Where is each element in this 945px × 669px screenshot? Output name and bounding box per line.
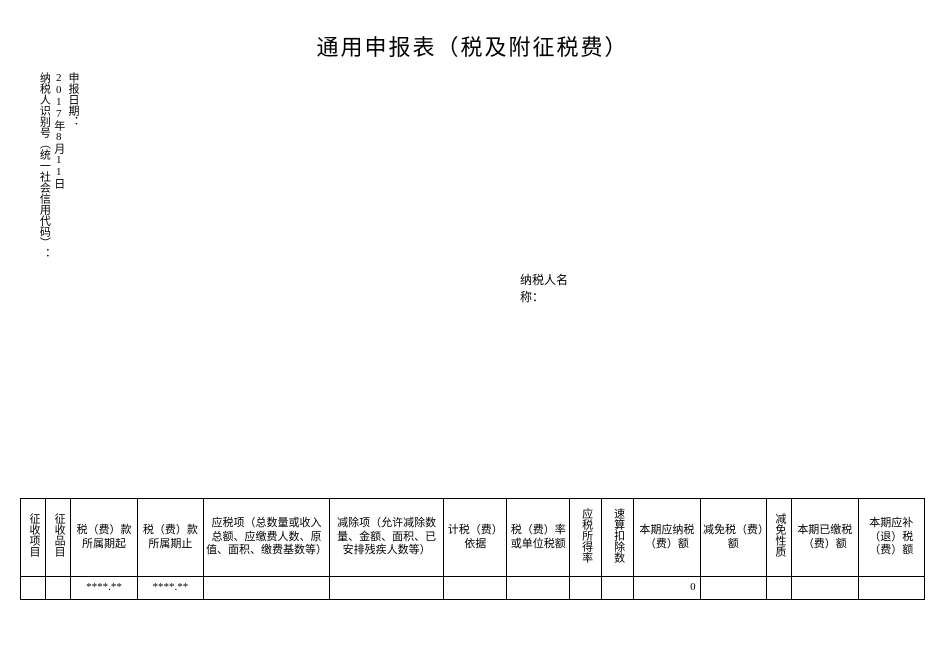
col-header: 征收项目 [21,499,46,577]
table-cell [204,577,330,600]
tax-declaration-table: 征收项目 征收品目 税（费）款所属期起 税（费）款所属期止 应税项（总数量或收入… [20,498,925,600]
table-cell [46,577,71,600]
meta-row: 申报日期： 2017年8月11日 纳税人识别号（统一社会信用代码）： 纳税人名称… [60,72,885,492]
col-header: 征收品目 [46,499,71,577]
taxpayer-id-label: 纳税人识别号（统一社会信用代码）： [37,72,51,492]
table-cell [792,577,858,600]
taxpayer-name-label: 纳税人名称： [520,272,580,306]
meta-right-area: 纳税人名称： [80,72,885,492]
col-header: 速算扣除数 [602,499,634,577]
col-header: 本期已缴税（费）额 [792,499,858,577]
table-cell [570,577,602,600]
col-header: 减免性质 [766,499,791,577]
col-header: 应税所得率 [570,499,602,577]
report-date-value: 2017年8月11日 [51,72,65,492]
col-header: 计税（费）依据 [444,499,507,577]
col-header: 税（费）率或单位税额 [507,499,570,577]
col-header: 减免税（费）额 [700,499,766,577]
col-header: 本期应补（退）税（费）额 [858,499,925,577]
table-cell [329,577,443,600]
report-date-label: 申报日期： [66,72,80,492]
table-cell [21,577,46,600]
col-header: 本期应纳税（费）额 [634,499,700,577]
col-header: 减除项（允许减除数量、金额、面积、已安排残疾人数等） [329,499,443,577]
col-header: 应税项（总数量或收入总额、应缴费人数、原值、面积、缴费基数等） [204,499,330,577]
col-header: 税（费）款所属期起 [71,499,137,577]
table-cell [766,577,791,600]
table-cell [507,577,570,600]
table-cell [444,577,507,600]
table-cell: ****.** [71,577,137,600]
table-cell [858,577,925,600]
table-cell: ****.** [137,577,203,600]
table-header-row: 征收项目 征收品目 税（费）款所属期起 税（费）款所属期止 应税项（总数量或收入… [21,499,925,577]
table-cell [700,577,766,600]
table-cell [602,577,634,600]
table-row: ****.** ****.** 0 [21,577,925,600]
page-title: 通用申报表（税及附征税费） [60,30,885,62]
meta-left-column: 申报日期： 2017年8月11日 纳税人识别号（统一社会信用代码）： [60,72,80,492]
table-cell: 0 [634,577,700,600]
col-header: 税（费）款所属期止 [137,499,203,577]
